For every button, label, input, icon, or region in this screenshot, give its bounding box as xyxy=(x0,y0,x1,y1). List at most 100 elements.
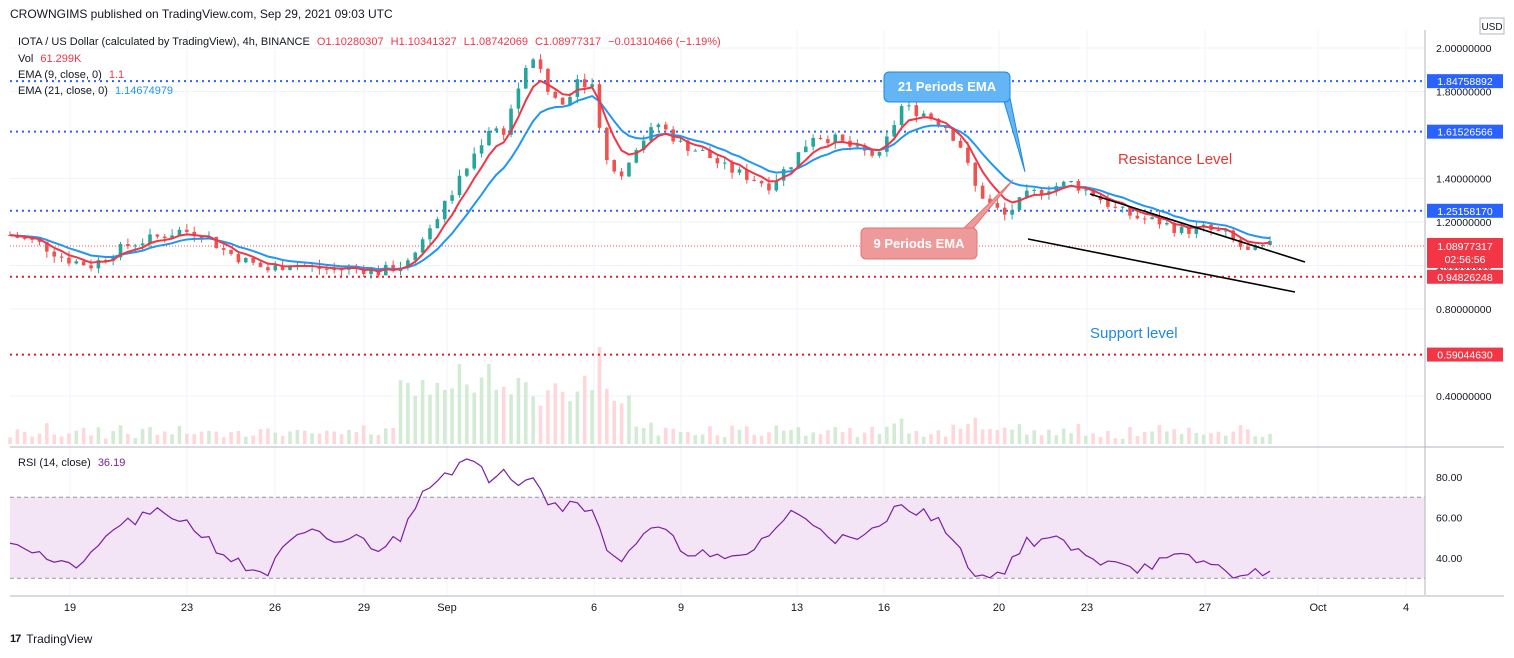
volume-bar xyxy=(59,436,64,444)
candle-body xyxy=(280,265,285,271)
candle-body xyxy=(612,160,617,172)
volume-bar xyxy=(1165,431,1169,444)
x-tick-label: 16 xyxy=(878,602,890,614)
volume-bar xyxy=(52,434,57,444)
volume-bar xyxy=(700,434,705,444)
candle-body xyxy=(575,79,580,97)
volume-bar xyxy=(597,347,602,444)
volume-bar xyxy=(833,427,838,444)
volume-bar xyxy=(678,432,683,444)
volume-bar xyxy=(258,429,263,444)
candle-body xyxy=(523,67,528,89)
candle-body xyxy=(973,162,978,186)
y-tick-label: 1.80000000 xyxy=(1436,87,1492,99)
y-tick-label: 0.40000000 xyxy=(1436,391,1492,403)
rsi-panel xyxy=(9,458,1425,579)
volume-bar xyxy=(199,431,204,444)
volume-bar xyxy=(406,382,410,444)
volume-bar xyxy=(185,433,189,444)
candle-body xyxy=(722,162,727,164)
price-level-label: 0.59044630 xyxy=(1437,350,1493,362)
volume-bar xyxy=(413,395,418,444)
volume-legend[interactable]: Vol 61.299K xyxy=(18,53,81,65)
candle-body xyxy=(1238,239,1243,247)
volume-bar xyxy=(619,403,624,444)
volume-bar xyxy=(81,427,86,444)
volume-bar xyxy=(1172,429,1177,444)
candle-body xyxy=(855,145,860,147)
volume-bar xyxy=(442,389,447,444)
volume-bar xyxy=(118,425,123,444)
candle-body xyxy=(774,180,779,191)
volume-bar xyxy=(943,436,948,444)
rsi-legend[interactable]: RSI (14, close) 36.19 xyxy=(18,457,125,469)
volume-bar xyxy=(730,425,734,444)
resistance-label: Resistance Level xyxy=(1118,151,1232,168)
ema9-legend[interactable]: EMA (9, close, 0) 1.1 xyxy=(18,69,124,81)
brand-name: TradingView xyxy=(26,632,93,646)
candle-body xyxy=(870,150,874,156)
candle-body xyxy=(1150,217,1154,219)
candle-body xyxy=(1231,230,1235,240)
candle-body xyxy=(133,245,138,247)
volume-bar xyxy=(634,426,639,444)
candle-body xyxy=(899,106,904,126)
volume-bar xyxy=(538,405,543,444)
volume-bar xyxy=(862,432,867,444)
volume-bar xyxy=(266,428,270,444)
candle-body xyxy=(148,234,152,244)
candle-body xyxy=(1091,189,1095,196)
candle-body xyxy=(258,262,263,268)
volume-bar xyxy=(494,389,499,444)
x-tick-label: Oct xyxy=(1309,602,1326,614)
volume-bar xyxy=(796,427,801,444)
candle-body xyxy=(634,150,639,163)
candle-body xyxy=(1025,190,1029,198)
candle-body xyxy=(140,243,145,246)
candle-body xyxy=(907,105,911,107)
candle-body xyxy=(155,234,160,237)
candle-body xyxy=(479,145,484,154)
candle-body xyxy=(52,251,57,257)
candle-body xyxy=(369,268,373,274)
volume-bar xyxy=(457,364,462,444)
volume-bar xyxy=(111,431,115,444)
volume-bar xyxy=(575,391,580,444)
volume-bar xyxy=(295,429,300,444)
volume-bar xyxy=(641,427,646,444)
footer-brand[interactable]: 17 TradingView xyxy=(10,632,92,646)
candle-body xyxy=(1194,226,1199,234)
candle-body xyxy=(840,134,845,141)
candle-body xyxy=(37,239,42,242)
ema21-legend[interactable]: EMA (21, close, 0) 1.14674979 xyxy=(18,85,173,97)
candle-body xyxy=(1142,218,1147,220)
candle-body xyxy=(406,260,410,268)
volume-bar xyxy=(1039,435,1044,444)
candle-body xyxy=(649,127,653,141)
ema21-callout-text: 21 Periods EMA xyxy=(898,79,997,94)
volume-bar xyxy=(811,432,815,444)
candle-body xyxy=(96,260,101,269)
candle-body xyxy=(30,238,34,240)
volume-bar xyxy=(192,434,197,444)
price-level-label: 1.84758892 xyxy=(1437,76,1493,88)
candle-body xyxy=(656,124,661,128)
volume-bar xyxy=(126,434,130,444)
candle-body xyxy=(332,269,337,271)
candle-body xyxy=(162,236,167,239)
ema9-label: EMA (9, close, 0) xyxy=(18,69,102,81)
volume-bar xyxy=(612,400,617,444)
candle-body xyxy=(236,253,241,263)
volume-bar xyxy=(1142,431,1147,444)
volume-bar xyxy=(1106,430,1110,444)
volume-bar xyxy=(251,435,255,444)
volume-bar xyxy=(1047,429,1051,444)
rsi-label: RSI (14, close) xyxy=(18,457,91,469)
price-candles xyxy=(8,54,1272,279)
candle-body xyxy=(118,244,123,258)
symbol-name[interactable]: IOTA / US Dollar (calculated by TradingV… xyxy=(18,36,310,48)
ohlc-low: L1.08742069 xyxy=(463,36,528,48)
volume-bar xyxy=(951,424,955,444)
candle-body xyxy=(811,137,815,147)
